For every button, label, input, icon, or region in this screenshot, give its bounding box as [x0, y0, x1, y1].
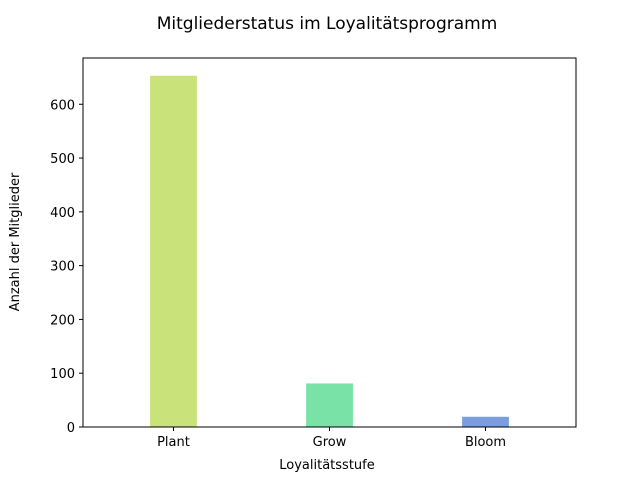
y-axis-label: Anzahl der Mitglieder: [8, 172, 23, 311]
y-tick-label: 300: [50, 260, 75, 275]
bar-grow: [306, 383, 353, 427]
chart-title: Mitgliederstatus im Loyalitätsprogramm: [157, 14, 498, 34]
y-tick-label: 400: [50, 206, 75, 221]
x-tick-label: Bloom: [465, 435, 506, 450]
bar-plant: [150, 75, 197, 427]
x-axis: Plant Grow Bloom: [157, 427, 506, 450]
x-tick-label: Grow: [313, 435, 347, 450]
x-axis-label: Loyalitätsstufe: [279, 458, 374, 473]
y-tick-label: 600: [50, 98, 75, 113]
y-tick-label: 200: [50, 313, 75, 328]
y-tick-label: 100: [50, 367, 75, 382]
x-tick-label: Plant: [157, 435, 190, 450]
y-axis: 0 100 200 300 400 500 600: [50, 98, 83, 436]
y-tick-label: 0: [67, 421, 75, 436]
bar-bloom: [462, 416, 509, 427]
bars-layer: [150, 75, 509, 427]
y-tick-label: 500: [50, 152, 75, 167]
